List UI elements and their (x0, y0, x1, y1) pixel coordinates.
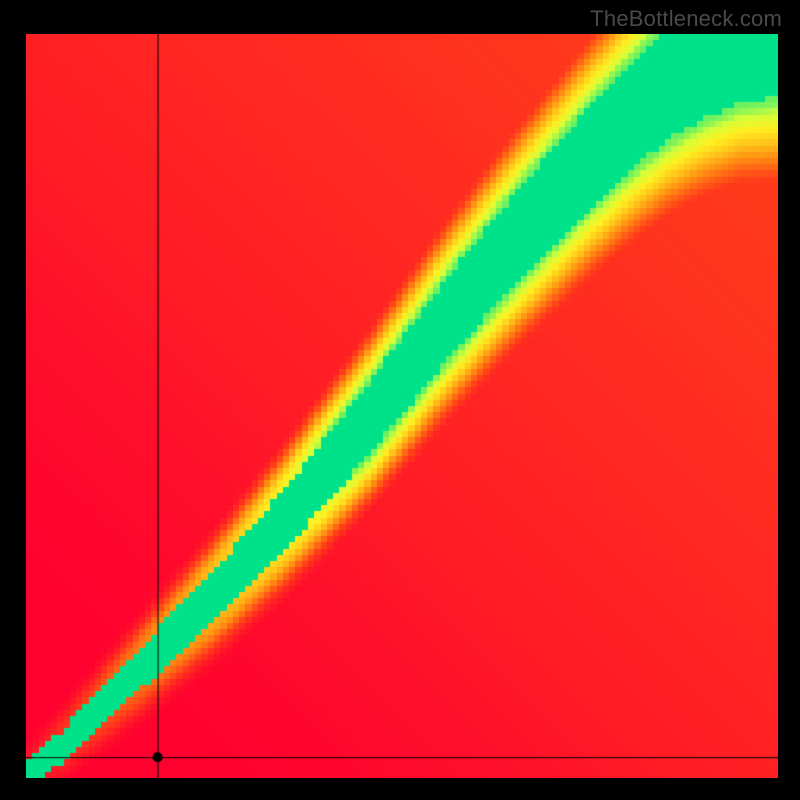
bottleneck-heatmap (26, 34, 778, 778)
watermark-text: TheBottleneck.com (590, 6, 782, 32)
